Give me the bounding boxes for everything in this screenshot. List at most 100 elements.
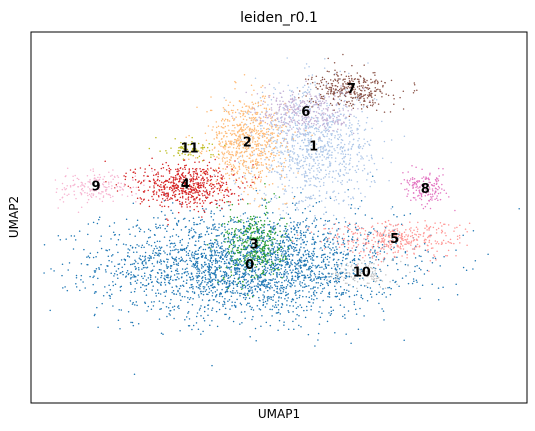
data-point — [280, 285, 282, 287]
data-point — [225, 142, 227, 144]
data-point — [277, 329, 279, 331]
data-point — [295, 280, 297, 282]
data-point — [277, 300, 280, 302]
data-point — [257, 285, 259, 288]
data-point — [151, 289, 153, 291]
data-point — [233, 192, 236, 195]
data-point — [328, 154, 331, 156]
data-point — [276, 273, 278, 276]
data-point — [94, 270, 97, 272]
data-point — [228, 120, 231, 122]
data-point — [330, 312, 333, 315]
data-point — [274, 88, 277, 90]
data-point — [254, 254, 256, 256]
data-point — [320, 282, 322, 284]
data-point — [297, 306, 299, 308]
data-point — [334, 234, 337, 236]
data-point — [268, 279, 270, 281]
data-point — [64, 286, 66, 288]
data-point — [204, 264, 206, 266]
data-point — [197, 274, 200, 277]
data-point — [136, 251, 138, 253]
data-point — [353, 138, 355, 141]
data-point — [332, 191, 334, 193]
data-point — [235, 227, 237, 230]
data-point — [306, 309, 308, 312]
data-point — [182, 280, 185, 282]
data-point — [290, 262, 292, 265]
data-point — [326, 255, 329, 258]
data-point — [326, 142, 329, 144]
data-point — [380, 279, 382, 281]
data-point — [269, 200, 272, 202]
data-point — [84, 287, 86, 289]
data-point — [151, 281, 153, 283]
data-point — [213, 155, 215, 158]
data-point — [368, 144, 371, 147]
data-point — [258, 268, 260, 270]
data-point — [388, 179, 390, 182]
data-point — [153, 241, 156, 244]
data-point — [334, 136, 336, 139]
data-point — [187, 242, 190, 244]
data-point — [148, 257, 151, 259]
data-point — [369, 257, 371, 259]
data-point — [284, 266, 286, 268]
data-point — [286, 238, 288, 241]
data-point — [315, 281, 318, 284]
data-point — [254, 160, 257, 163]
data-point — [92, 256, 95, 259]
data-point — [172, 261, 175, 264]
data-point — [178, 257, 180, 260]
data-point — [214, 262, 217, 264]
data-point — [334, 285, 336, 288]
data-point — [333, 249, 336, 252]
data-point — [282, 239, 285, 242]
data-point — [253, 270, 256, 272]
data-point — [371, 175, 374, 178]
data-point — [344, 317, 346, 319]
data-point — [300, 259, 302, 262]
data-point — [254, 77, 257, 80]
data-point — [328, 293, 331, 296]
data-point — [319, 185, 322, 188]
data-point — [279, 230, 281, 233]
data-point — [259, 235, 261, 238]
data-point — [195, 322, 198, 324]
data-point — [296, 230, 298, 232]
data-point — [339, 276, 341, 279]
data-point — [299, 272, 301, 274]
data-point — [216, 300, 218, 303]
data-point — [286, 57, 288, 59]
data-point — [214, 146, 216, 149]
data-point — [105, 271, 107, 273]
data-point — [255, 164, 258, 167]
data-point — [251, 289, 253, 291]
data-point — [158, 318, 161, 320]
data-point — [248, 252, 250, 254]
data-point — [327, 284, 330, 287]
data-point — [160, 260, 162, 263]
data-point — [323, 287, 326, 289]
data-point — [133, 373, 136, 376]
data-point — [164, 295, 167, 297]
data-point — [193, 221, 195, 224]
data-point — [296, 154, 299, 156]
data-point — [270, 153, 273, 156]
data-point — [337, 138, 340, 141]
data-point — [174, 184, 177, 187]
data-point — [290, 90, 293, 93]
data-point — [270, 256, 273, 258]
data-point — [231, 305, 233, 307]
data-point — [230, 142, 233, 145]
data-point — [209, 260, 211, 262]
data-point — [208, 299, 211, 301]
data-point — [284, 258, 287, 260]
data-point — [238, 251, 240, 254]
data-point — [304, 158, 307, 160]
data-point — [238, 273, 241, 276]
data-point — [309, 171, 311, 174]
data-point — [214, 265, 216, 268]
data-point — [323, 213, 325, 215]
data-point — [267, 286, 269, 288]
